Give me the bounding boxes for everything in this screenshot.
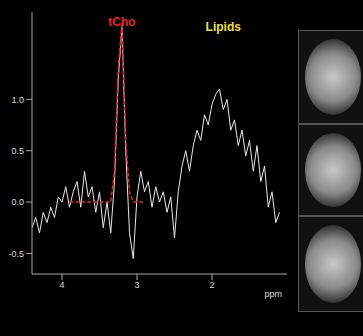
svg-text:2: 2 [209,280,214,290]
svg-text:Lipids: Lipids [206,20,242,34]
svg-text:-0.5: -0.5 [8,249,24,259]
svg-text:ppm: ppm [264,289,282,299]
svg-text:4: 4 [59,280,64,290]
svg-text:0.0: 0.0 [11,197,24,207]
svg-text:0.5: 0.5 [11,146,24,156]
svg-text:3: 3 [134,280,139,290]
svg-text:tCho: tCho [108,15,135,29]
svg-text:1.0: 1.0 [11,95,24,105]
